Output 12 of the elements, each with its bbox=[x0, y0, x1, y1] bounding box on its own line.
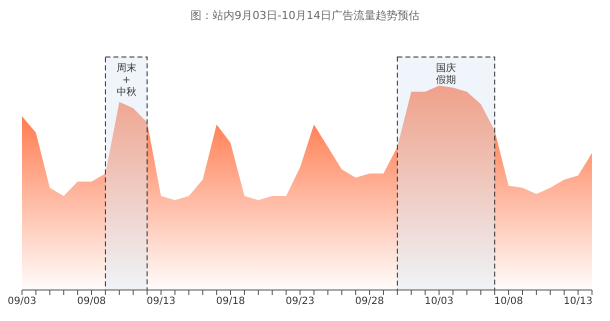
band-label: 国庆假期 bbox=[436, 62, 456, 86]
x-tick-label: 10/08 bbox=[494, 296, 523, 308]
x-tick-label: 09/13 bbox=[146, 296, 176, 308]
chart-title: 图：站内9月03日-10月14日广告流量趋势预估 bbox=[190, 8, 420, 23]
x-tick-label: 10/13 bbox=[564, 296, 593, 308]
band-label: 周末+中秋 bbox=[116, 62, 136, 98]
x-tick-label: 09/23 bbox=[286, 296, 314, 308]
x-tick-label: 09/28 bbox=[355, 296, 384, 308]
x-tick-label: 09/18 bbox=[216, 296, 245, 308]
x-tick-label: 09/03 bbox=[8, 296, 36, 308]
x-tick-label: 10/03 bbox=[424, 296, 454, 308]
x-tick-label: 09/08 bbox=[77, 296, 106, 308]
